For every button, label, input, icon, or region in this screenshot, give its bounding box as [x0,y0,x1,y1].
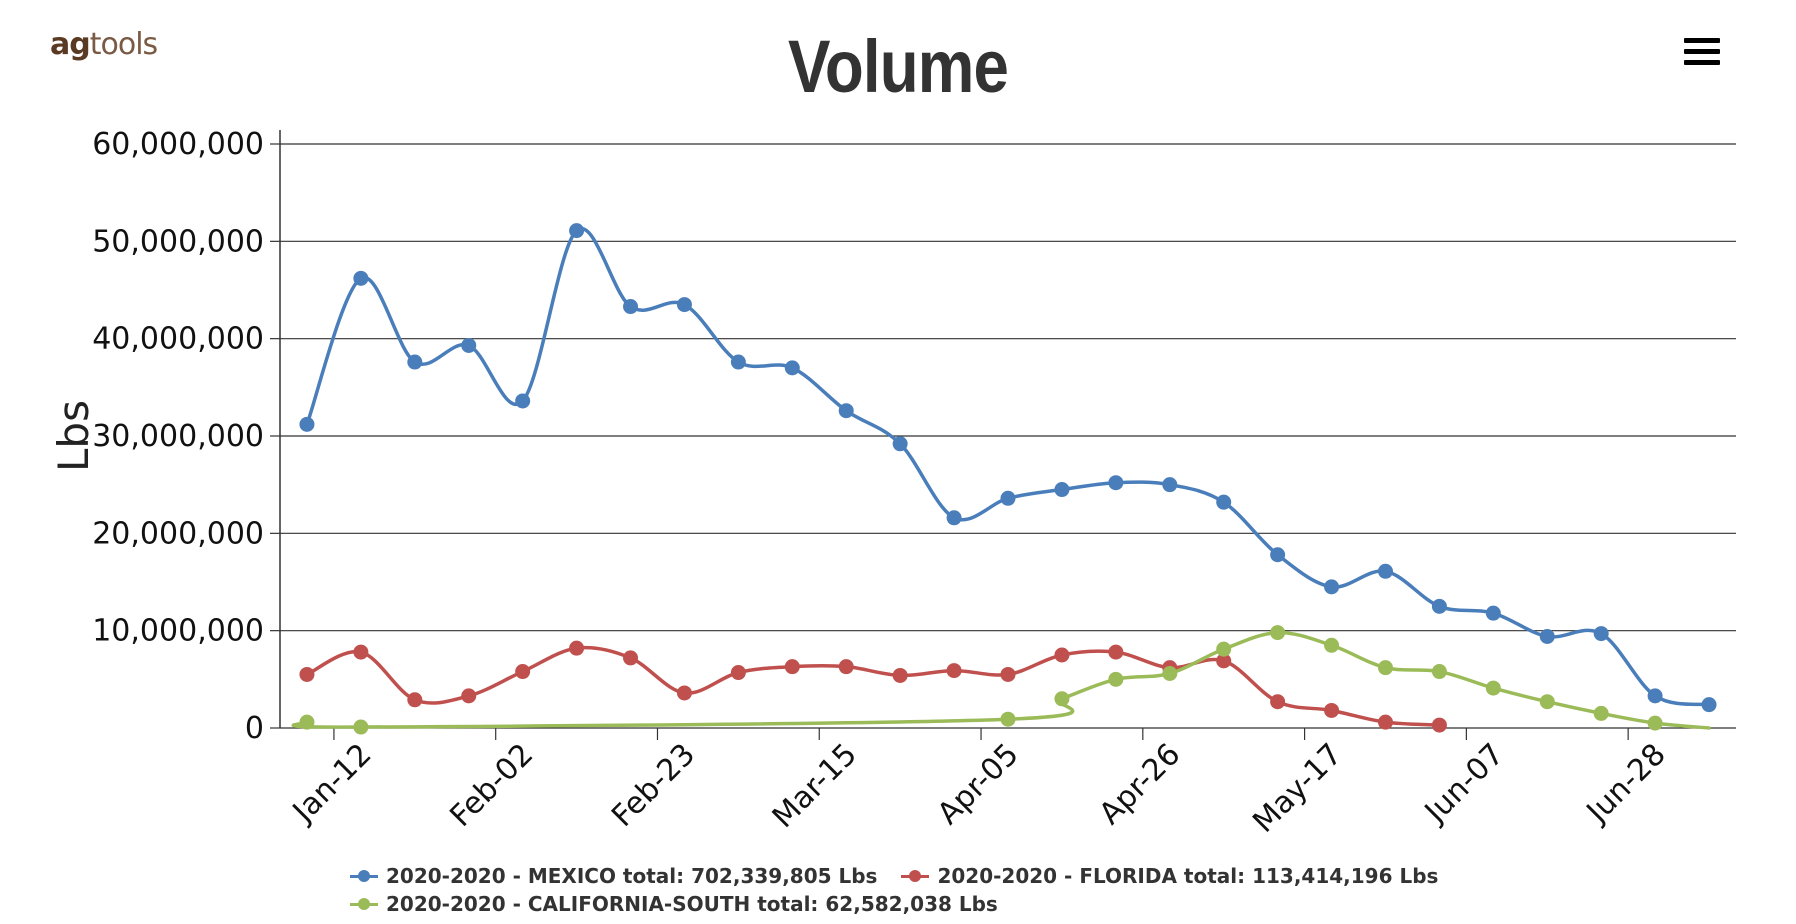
data-point-california-south [1324,637,1340,653]
data-point-florida [1270,694,1286,710]
data-point-california-south [1216,641,1232,657]
legend-marker-california-south [350,898,378,910]
data-point-florida [838,659,854,675]
legend-item-california-south[interactable]: 2020-2020 - CALIFORNIA-SOUTH total: 62,5… [350,892,998,916]
data-point-mexico [892,436,908,452]
data-point-florida [784,659,800,675]
data-point-california-south [1647,715,1663,731]
data-point-mexico [1701,697,1717,713]
x-tick-label: Feb-02 [443,737,540,834]
data-point-florida [676,685,692,701]
data-point-mexico [1270,547,1286,563]
data-point-mexico [1216,494,1232,510]
data-point-florida [1431,717,1447,733]
y-tick-label: 30,000,000 [92,419,264,454]
data-point-mexico [1485,605,1501,621]
data-point-mexico [623,299,639,315]
data-point-california-south [1485,680,1501,696]
data-point-california-south [1377,660,1393,676]
data-point-mexico [838,403,854,419]
agtools-logo: agtools [50,27,158,62]
data-point-mexico [1000,490,1016,506]
logo-part-tools: tools [89,27,158,62]
data-point-mexico [353,270,369,286]
legend-marker-florida [901,870,930,882]
logo-part-ag: ag [50,27,91,62]
chart-title: Volume [788,25,1009,108]
series-line-florida [305,645,1442,727]
x-tick-label: Jun-28 [1579,737,1673,831]
data-point-florida [946,663,962,679]
y-tick-label: 40,000,000 [92,322,264,357]
data-point-florida [299,666,315,682]
x-tick-label: Mar-15 [766,737,864,835]
data-point-mexico [461,337,477,353]
data-point-mexico [515,393,531,409]
data-point-california-south [1431,664,1447,680]
data-point-california-south [1108,671,1124,687]
data-point-mexico [1431,598,1447,614]
data-point-florida [1377,714,1393,730]
data-point-florida [1216,653,1232,669]
data-point-florida [461,688,477,704]
data-point-florida [1000,666,1016,682]
data-point-florida [1324,702,1340,718]
x-tick-label: May-17 [1246,737,1349,840]
y-tick-label: 50,000,000 [92,224,264,259]
data-point-mexico [946,510,962,526]
data-point-florida [892,667,908,683]
data-point-florida [407,692,423,708]
data-point-mexico [784,360,800,376]
y-tick-label: 60,000,000 [92,127,264,162]
data-point-mexico [1647,688,1663,704]
data-point-mexico [1162,477,1178,493]
data-point-california-south [1054,691,1070,707]
data-point-mexico [569,223,585,239]
legend-item-florida[interactable]: 2020-2020 - FLORIDA total: 113,414,196 L… [901,864,1438,888]
x-tick-label: Jun-07 [1417,737,1511,831]
data-point-mexico [1539,629,1555,645]
data-point-california-south [299,714,315,730]
data-point-florida [1108,644,1124,660]
data-point-mexico [1593,626,1609,642]
data-point-mexico [676,297,692,313]
y-axis-label: Lbs [49,400,98,472]
legend-marker-mexico [350,870,378,882]
data-point-mexico [1324,579,1340,595]
x-tick-label: Apr-26 [1093,737,1188,832]
x-tick-label: Feb-23 [605,737,702,834]
legend-label-california-south: 2020-2020 - CALIFORNIA-SOUTH total: 62,5… [386,892,998,916]
data-point-mexico [1054,482,1070,498]
data-point-mexico [299,416,315,432]
legend-item-mexico[interactable]: 2020-2020 - MEXICO total: 702,339,805 Lb… [350,864,877,888]
x-tick-label: Jan-12 [285,737,379,831]
data-point-florida [1054,647,1070,663]
y-tick-label: 20,000,000 [92,516,264,551]
data-point-california-south [1593,705,1609,721]
data-point-florida [569,640,585,656]
data-point-mexico [1377,563,1393,579]
data-point-california-south [1162,665,1178,681]
x-tick-label: Apr-05 [931,737,1026,832]
data-point-california-south [1539,694,1555,710]
data-point-mexico [1108,475,1124,491]
data-point-california-south [353,719,369,735]
hamburger-menu-icon[interactable] [1684,38,1720,70]
data-point-california-south [1000,711,1016,727]
data-point-florida [623,650,639,666]
data-point-florida [515,664,531,680]
y-tick-label: 0 [245,711,264,746]
legend-label-mexico: 2020-2020 - MEXICO total: 702,339,805 Lb… [386,864,878,888]
data-point-california-south [1270,625,1286,641]
data-point-mexico [407,354,423,370]
data-point-florida [353,644,369,660]
chart-legend: 2020-2020 - MEXICO total: 702,339,805 Lb… [350,862,1462,918]
data-point-florida [730,665,746,681]
series-line-mexico [305,226,1711,707]
data-point-mexico [730,354,746,370]
y-tick-label: 10,000,000 [92,614,264,649]
legend-label-florida: 2020-2020 - FLORIDA total: 113,414,196 L… [937,864,1439,888]
